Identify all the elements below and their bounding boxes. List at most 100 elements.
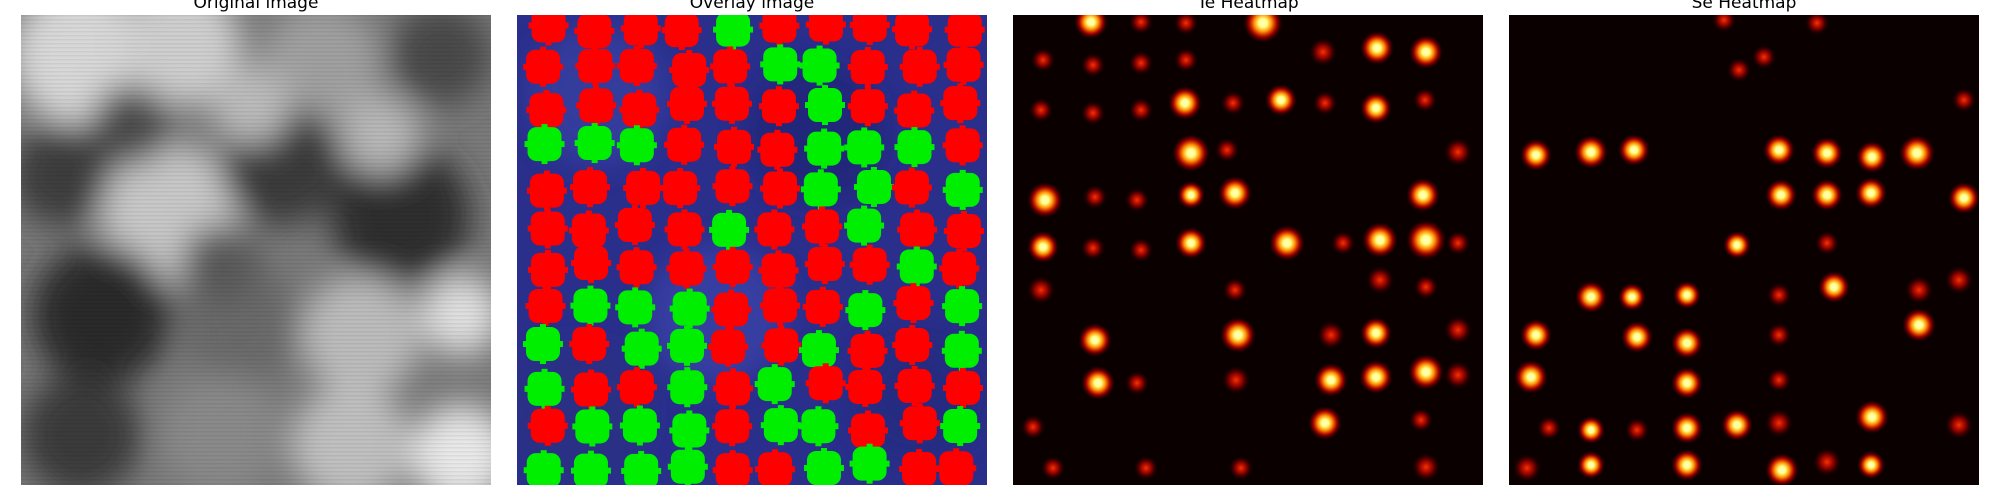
heatmap-spot [1027,276,1055,304]
heatmap-spot [1359,360,1393,394]
heatmap-spot [1857,451,1885,479]
heatmap-spot [1129,51,1153,75]
heatmap-spot [1218,176,1252,210]
heatmap-spot [1078,323,1112,357]
heatmap-spot [1172,134,1210,172]
overlay-dot [803,448,844,485]
heatmap-spot [1618,134,1650,166]
overlay-dot [849,15,890,45]
overlay-dot [575,45,616,86]
overlay-dot [847,410,888,451]
heatmap-spot [1856,141,1888,173]
heatmap-spot [1765,409,1793,437]
heatmap-spot [1031,48,1055,72]
heatmap-spot [1671,367,1703,399]
overlay-dot [574,15,615,51]
heatmap-spot [1855,177,1887,209]
heatmap-spot [1074,15,1108,39]
overlay-dot [760,405,801,446]
overlay-dot [669,410,710,451]
overlay-dot [760,285,801,326]
overlay-dot [570,450,611,485]
heatmap-spot [1446,231,1470,255]
overlay-dot [621,328,662,369]
overlay-dot [942,286,983,327]
heatmap-spot [1027,182,1063,218]
heatmap-spot [1409,408,1433,432]
overlay-dot [943,44,984,85]
overlay-dot [760,44,801,85]
heatmap-spot [1314,363,1348,397]
overlay-dot [527,405,568,446]
heatmap-spot [1671,327,1703,359]
heatmap-spot [1220,317,1256,353]
heatmap-spot [1444,361,1472,389]
heatmap-spot [1041,456,1065,480]
overlay-dot [569,323,610,364]
heatmap-spot [1406,220,1446,260]
overlay-dot [526,89,567,130]
overlay-dot [576,85,617,126]
overlay-dot [896,246,937,287]
heatmap-spot [1081,236,1105,260]
overlay-dot [713,15,754,50]
heatmap-spot [1215,138,1239,162]
heatmap-spot [1265,84,1297,116]
heatmap-spot [1811,179,1843,211]
heatmap-spot [1125,371,1149,395]
heatmap-spot [1767,283,1791,307]
overlay-dot [712,246,753,287]
overlay-dot [660,168,701,209]
heatmap-spot [1721,409,1753,441]
heatmap-spot [1948,182,1979,214]
overlay-dot [939,248,980,289]
heatmap-spot [1409,35,1443,69]
heatmap-spot [1021,415,1045,439]
panel-title-original: Original image [193,0,319,13]
heatmap-spot [1081,366,1115,400]
heatmap-spot [1027,231,1059,263]
overlay-dot [849,244,890,285]
overlay-dot [892,15,933,50]
overlay-dot [669,49,710,90]
overlay-dot [893,283,934,324]
heatmap-spot [1313,91,1337,115]
overlay-dot [802,286,843,327]
panel-title-te-heatmap: Te Heatmap [1197,0,1299,13]
overlay-dot [620,15,661,49]
heatmap-spot [1309,38,1337,66]
panel-title-overlay: Overlay image [689,0,815,13]
overlay-dot [524,124,565,165]
heatmap-spot [1520,139,1552,171]
heatmap-spot [1229,456,1253,480]
heatmap-spot [1513,454,1541,482]
overlay-dot [623,167,664,208]
overlay-dot [758,86,799,127]
heatmap-spot [1317,321,1345,349]
overlay-dot [667,325,708,366]
overlay-dot [528,15,569,46]
overlay-dot [667,83,708,124]
overlay-dot [802,206,843,247]
overlay-image [517,15,987,485]
overlay-dot [712,166,753,207]
heatmap-spot [1767,323,1791,347]
heatmap-spot [1577,451,1605,479]
heatmap-spot [1222,366,1250,394]
overlay-dot [943,210,984,251]
overlay-dot [664,124,705,165]
overlay-dot [709,209,750,250]
overlay-dot [891,167,932,208]
heatmap-spot [1081,101,1105,125]
se-heatmap-image [1509,15,1979,485]
original-grayscale-image [21,15,491,485]
heatmap-spot [1444,316,1472,344]
overlay-dot [760,168,801,209]
overlay-dot [619,89,660,130]
heatmap-spot [1671,412,1703,444]
overlay-dot [621,450,662,485]
heatmap-spot [1577,416,1605,444]
heatmap-spot [1331,231,1355,255]
overlay-dot [712,368,753,409]
heatmap-spot [1129,15,1153,34]
